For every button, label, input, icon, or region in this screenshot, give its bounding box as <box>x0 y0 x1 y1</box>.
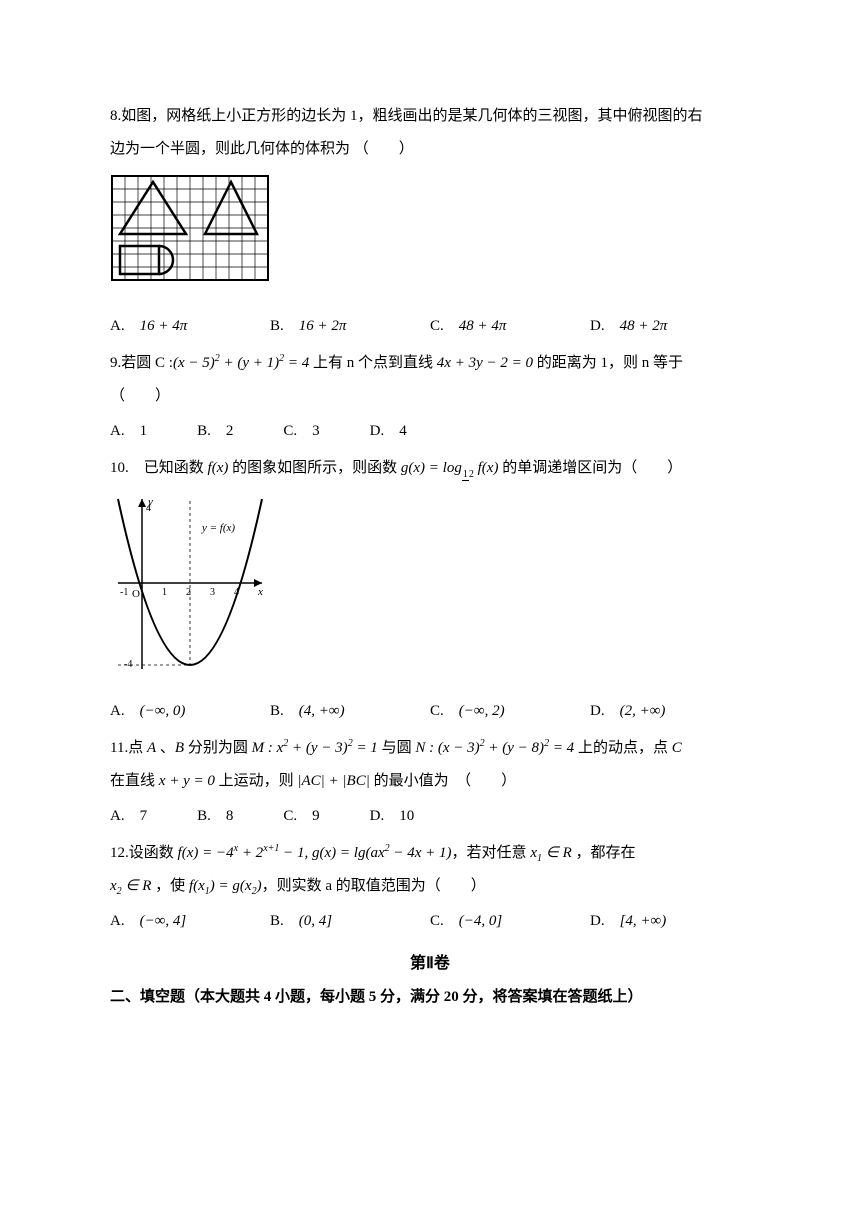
q10-opt-b: B. (4, +∞) <box>270 695 430 728</box>
q12-eq: f(x1) = g(x2) <box>189 878 262 894</box>
q12-opt-d: D. [4, +∞) <box>590 905 750 938</box>
q12-text5: ，则实数 a 的取值范围为（ ） <box>262 878 486 894</box>
q12-options: A. (−∞, 4] B. (0, 4] C. (−4, 0] D. [4, +… <box>110 905 750 938</box>
q11-eqM: M : x2 + (y − 3)2 = 1 <box>252 740 378 756</box>
q8-options: A. 16 + 4π B. 16 + 2π C. 48 + 4π D. 48 +… <box>110 310 750 343</box>
three-view-svg <box>110 174 275 289</box>
q12-text1: 设函数 <box>129 845 178 861</box>
q11-opt-b: B. 8 <box>197 800 233 833</box>
section-2-subtitle: 二、填空题（本大题共 4 小题，每小题 5 分，满分 20 分，将答案填在答题纸… <box>110 981 750 1014</box>
question-8: 8.如图，网格纸上小正方形的边长为 1，粗线画出的是某几何体的三视图，其中俯视图… <box>110 100 750 343</box>
q8-opt-c: C. 48 + 4π <box>430 310 590 343</box>
q9-text3: 的距离为 1，则 n 等于 <box>533 355 683 371</box>
q12-x2: x2 ∈ R <box>110 878 151 894</box>
q11-text4: 在直线 <box>110 773 159 789</box>
q9-blank: （ ） <box>110 380 750 413</box>
q12-line2: x2 ∈ R ，使 f(x1) = g(x2)，则实数 a 的取值范围为（ ） <box>110 870 750 903</box>
q9-line1: 9.若圆 C :(x − 5)2 + (y + 1)2 = 4 上有 n 个点到… <box>110 347 750 380</box>
q11-opt-c: C. 9 <box>283 800 319 833</box>
q10-options: A. (−∞, 0) B. (4, +∞) C. (−∞, 2) D. (2, … <box>110 695 750 728</box>
q9-opt-a: A. 1 <box>110 415 147 448</box>
svg-text:2: 2 <box>186 587 191 598</box>
question-12: 12.设函数 f(x) = −4x + 2x+1 − 1, g(x) = lg(… <box>110 837 750 938</box>
q10-num: 10. <box>110 460 129 476</box>
svg-text:1: 1 <box>162 587 167 598</box>
q10-text3: 的单调递增区间为（ ） <box>498 460 682 476</box>
q11-eqLine: x + y = 0 <box>159 773 215 789</box>
q12-text3: ，都存在 <box>572 845 636 861</box>
q12-opt-b: B. (0, 4] <box>270 905 430 938</box>
section-2-title: 第Ⅱ卷 <box>110 946 750 981</box>
q9-text1: 若圆 C : <box>121 355 173 371</box>
q8-line1: 8.如图，网格纸上小正方形的边长为 1，粗线画出的是某几何体的三视图，其中俯视图… <box>110 100 750 133</box>
q8-opt-a: A. 16 + 4π <box>110 310 270 343</box>
q12-line1: 12.设函数 f(x) = −4x + 2x+1 − 1, g(x) = lg(… <box>110 837 750 870</box>
q11-eqN: N : (x − 3)2 + (y − 8)2 = 4 <box>415 740 574 756</box>
q10-opt-d: D. (2, +∞) <box>590 695 750 728</box>
parabola-svg: O -1 1 2 3 4 -4 4 x y y = f(x) <box>110 491 270 676</box>
q10-text2: 的图象如图所示，则函数 <box>228 460 401 476</box>
q10-log-base: 12 <box>462 470 474 480</box>
q11-line1: 11.点 A 、B 分别为圆 M : x2 + (y − 3)2 = 1 与圆 … <box>110 732 750 765</box>
q12-opt-a: A. (−∞, 4] <box>110 905 270 938</box>
q9-line-eq: 4x + 3y − 2 = 0 <box>437 355 533 371</box>
q12-text2: ，若对任意 <box>452 845 531 861</box>
q9-num: 9. <box>110 355 121 371</box>
q8-text1: 如图，网格纸上小正方形的边长为 1，粗线画出的是某几何体的三视图，其中俯视图的右 <box>121 108 702 124</box>
q8-line2: 边为一个半圆，则此几何体的体积为 （ ） <box>110 133 750 166</box>
svg-text:-1: -1 <box>120 587 128 598</box>
origin-label: O <box>132 588 140 600</box>
q11-line2: 在直线 x + y = 0 上运动，则 |AC| + |BC| 的最小值为 （ … <box>110 765 750 798</box>
q11-opt-a: A. 7 <box>110 800 147 833</box>
q8-opt-b: B. 16 + 2π <box>270 310 430 343</box>
q11-opt-d: D. 10 <box>370 800 415 833</box>
svg-text:4: 4 <box>234 587 239 598</box>
q12-gx: g(x) = lg(ax2 − 4x + 1) <box>308 845 451 861</box>
curve-label: y = f(x) <box>201 522 235 534</box>
q8-opt-d: D. 48 + 2π <box>590 310 750 343</box>
q9-circle-eq: (x − 5)2 + (y + 1)2 = 4 <box>173 355 309 371</box>
q12-num: 12. <box>110 845 129 861</box>
q8-figure <box>110 174 750 302</box>
q9-opt-c: C. 3 <box>283 415 319 448</box>
q11-text6: 的最小值为 （ ） <box>370 773 516 789</box>
q10-text1: 已知函数 <box>129 460 208 476</box>
question-10: 10. 已知函数 f(x) 的图象如图所示，则函数 g(x) = log12 f… <box>110 452 750 728</box>
q9-text2: 上有 n 个点到直线 <box>309 355 437 371</box>
q10-opt-a: A. (−∞, 0) <box>110 695 270 728</box>
q8-num: 8. <box>110 108 121 124</box>
q11-options: A. 7 B. 8 C. 9 D. 10 <box>110 800 750 833</box>
svg-text:x: x <box>257 586 263 598</box>
q12-x1: x1 ∈ R <box>530 845 571 861</box>
q10-gx: g(x) = log <box>401 460 462 476</box>
q12-fx: f(x) = −4x + 2x+1 − 1, <box>178 845 309 861</box>
question-9: 9.若圆 C :(x − 5)2 + (y + 1)2 = 4 上有 n 个点到… <box>110 347 750 448</box>
q10-fx: f(x) <box>208 460 229 476</box>
q10-figure: O -1 1 2 3 4 -4 4 x y y = f(x) <box>110 491 750 689</box>
q9-opt-b: B. 2 <box>197 415 233 448</box>
q11-text2: 与圆 <box>378 740 416 756</box>
svg-text:-4: -4 <box>124 659 132 670</box>
q11-text5: 上运动，则 <box>215 773 298 789</box>
q10-opt-c: C. (−∞, 2) <box>430 695 590 728</box>
q12-opt-c: C. (−4, 0] <box>430 905 590 938</box>
q10-fx2: f(x) <box>474 460 499 476</box>
q9-options: A. 1 B. 2 C. 3 D. 4 <box>110 415 750 448</box>
q9-opt-d: D. 4 <box>370 415 407 448</box>
q11-num: 11. <box>110 740 128 756</box>
q10-line1: 10. 已知函数 f(x) 的图象如图所示，则函数 g(x) = log12 f… <box>110 452 750 485</box>
q11-expr: |AC| + |BC| <box>297 773 369 789</box>
svg-text:y: y <box>147 496 153 508</box>
q11-text3: 上的动点，点 C <box>574 740 682 756</box>
q12-text4: ，使 <box>151 878 189 894</box>
question-11: 11.点 A 、B 分别为圆 M : x2 + (y − 3)2 = 1 与圆 … <box>110 732 750 833</box>
q11-text1: 点 A 、B 分别为圆 <box>128 740 251 756</box>
svg-text:3: 3 <box>210 587 215 598</box>
